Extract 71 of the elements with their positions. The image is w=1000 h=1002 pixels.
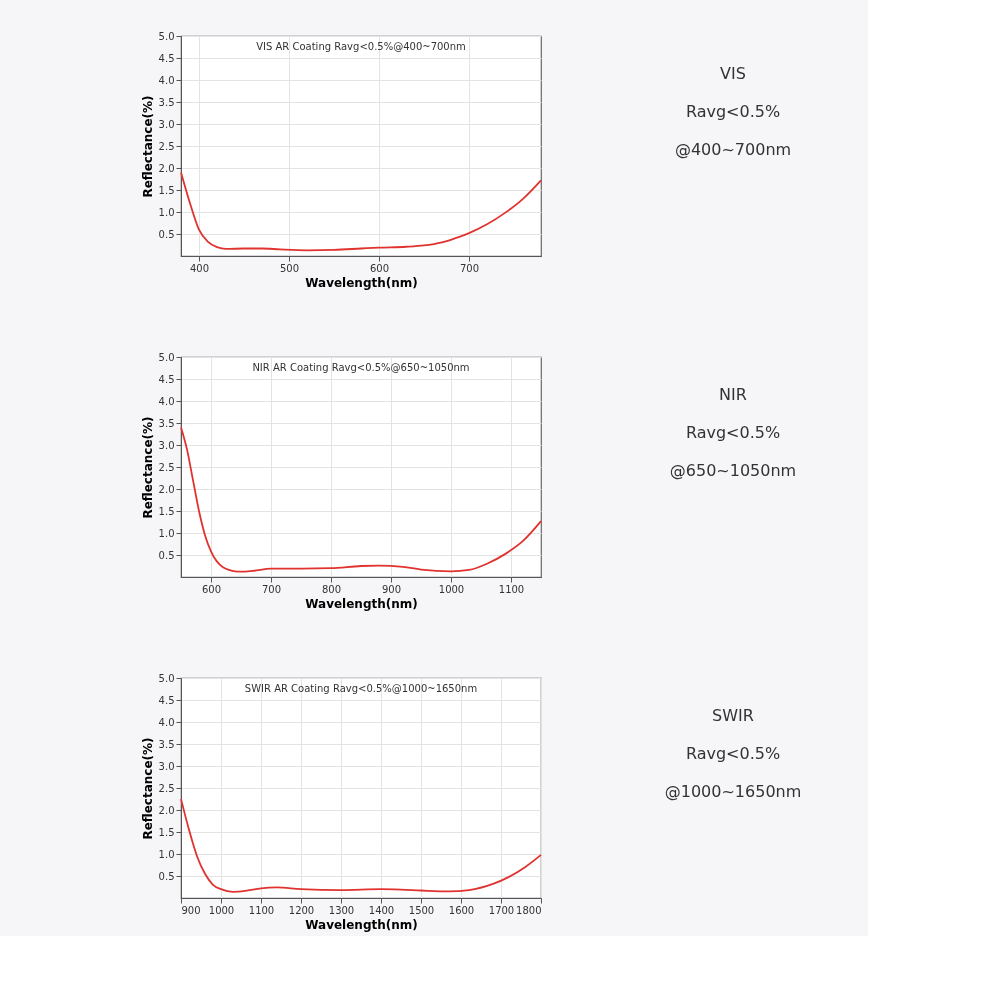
- y-tick-label: 4.0: [158, 716, 175, 728]
- text: SWIR: [712, 706, 754, 725]
- y-tick-label: 2.0: [158, 804, 175, 816]
- line-series: [180, 171, 542, 252]
- y-tick-label: 1.5: [158, 184, 175, 196]
- chart-title: NIR AR Coating Ravg<0.5%@650~1050nm: [252, 362, 470, 373]
- x-tick-label: 900: [181, 904, 201, 916]
- x-tick-label: 700: [459, 262, 480, 274]
- y-tick-label: 4.5: [158, 52, 175, 64]
- y-tick-label: 3.5: [158, 417, 175, 429]
- y-tick-label: 1.0: [158, 527, 175, 539]
- y-tick-label: 3.0: [158, 439, 175, 451]
- x-tick-label: 1400: [368, 904, 395, 916]
- x-tick-label: 1100: [498, 583, 525, 595]
- y-tick-label: 4.0: [158, 395, 175, 407]
- y-tick-label: 5.0: [158, 672, 175, 684]
- y-tick-label: 1.5: [158, 826, 175, 838]
- y-tick-label: 4.5: [158, 694, 175, 706]
- y-tick-label: 4.5: [158, 373, 175, 385]
- chart-title: VIS AR Coating Ravg<0.5%@400~700nm: [256, 41, 466, 52]
- x-tick-label: 1000: [438, 583, 465, 595]
- y-tick-label: 2.0: [158, 162, 175, 174]
- y-tick-label: 0.5: [158, 228, 175, 240]
- x-tick-label: 500: [279, 262, 300, 274]
- x-axis-title: Wavelength(nm): [305, 917, 418, 932]
- y-tick-label: 0.5: [158, 549, 175, 561]
- y-axis-title: Reflectance(%): [140, 416, 155, 519]
- x-axis-title: Wavelength(nm): [305, 596, 418, 611]
- x-tick-label: 1500: [408, 904, 435, 916]
- y-axis-title: Reflectance(%): [140, 737, 155, 840]
- x-tick-label: 1100: [248, 904, 275, 916]
- x-tick-label: 1300: [328, 904, 355, 916]
- y-tick-label: 2.5: [158, 782, 175, 794]
- x-tick-label: 1200: [288, 904, 315, 916]
- x-tick-label: 1800: [516, 904, 542, 916]
- y-tick-label: 2.5: [158, 140, 175, 152]
- line-series: [180, 426, 542, 573]
- x-axis-title: Wavelength(nm): [305, 275, 418, 290]
- text: @1000~1650nm: [664, 782, 802, 801]
- text: NIR: [719, 385, 747, 404]
- x-tick-label: 700: [261, 583, 282, 595]
- y-tick-label: 3.5: [158, 738, 175, 750]
- y-tick-label: 1.0: [158, 206, 175, 218]
- text: @400~700nm: [674, 140, 792, 159]
- x-tick-label: 1000: [208, 904, 235, 916]
- y-tick-label: 5.0: [158, 351, 175, 363]
- x-tick-label: 1600: [448, 904, 475, 916]
- text: @650~1050nm: [669, 461, 797, 480]
- chart-title: SWIR AR Coating Ravg<0.5%@1000~1650nm: [244, 683, 478, 694]
- text: Ravg<0.5%: [685, 744, 781, 763]
- y-tick-label: 2.0: [158, 483, 175, 495]
- x-tick-label: 600: [369, 262, 390, 274]
- y-tick-label: 5.0: [158, 30, 175, 42]
- y-tick-label: 1.0: [158, 848, 175, 860]
- y-tick-label: 2.5: [158, 461, 175, 473]
- x-tick-label: 800: [321, 583, 342, 595]
- text: Ravg<0.5%: [685, 423, 781, 442]
- x-tick-label: 1700: [488, 904, 515, 916]
- text: Ravg<0.5%: [685, 102, 781, 121]
- x-tick-label: 900: [381, 583, 402, 595]
- y-axis-title: Reflectance(%): [140, 95, 155, 198]
- y-tick-label: 1.5: [158, 505, 175, 517]
- y-tick-label: 3.0: [158, 118, 175, 130]
- y-tick-label: 3.0: [158, 760, 175, 772]
- text: VIS: [720, 64, 746, 83]
- x-tick-label: 400: [189, 262, 210, 274]
- line-series: [180, 798, 542, 893]
- y-tick-label: 3.5: [158, 96, 175, 108]
- y-tick-label: 0.5: [158, 870, 175, 882]
- x-tick-label: 600: [201, 583, 222, 595]
- y-tick-label: 4.0: [158, 74, 175, 86]
